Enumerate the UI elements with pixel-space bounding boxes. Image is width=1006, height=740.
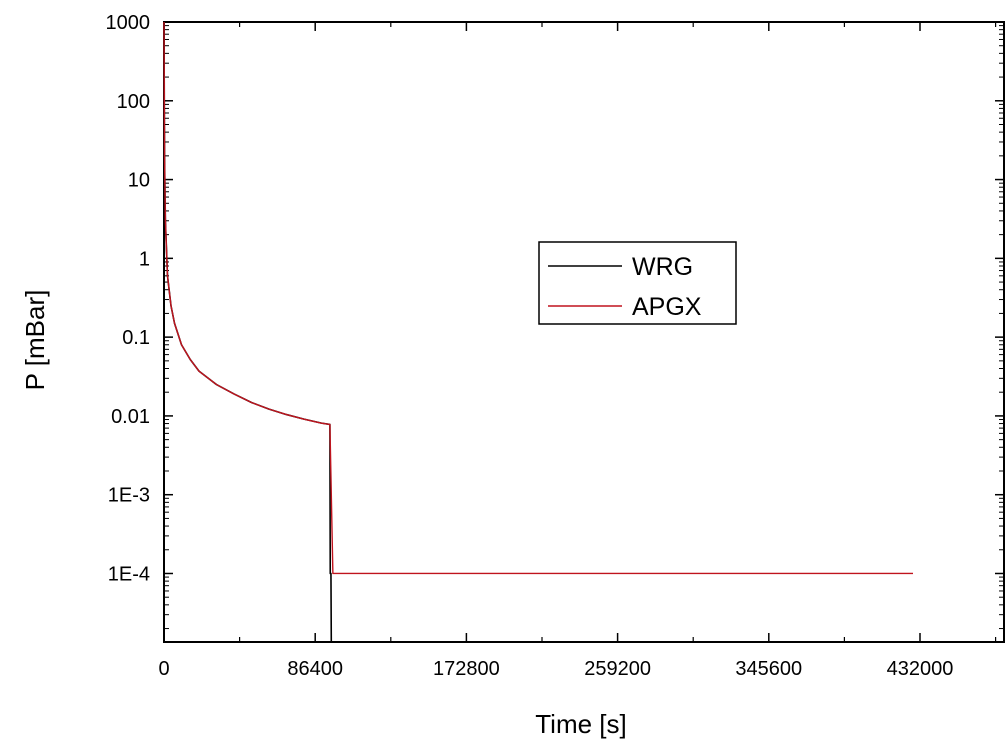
y-axis-title: P [mBar] <box>20 290 50 391</box>
x-axis: 0 86400 172800 259200 345600 432000 <box>158 22 997 680</box>
y-axis: 1000 100 10 1 0.1 0.01 1E-3 1E-4 <box>106 12 1004 630</box>
x-tick-label: 432000 <box>887 658 954 680</box>
y-tick-label: 10 <box>128 170 150 192</box>
y-tick-label: 1E-4 <box>108 563 150 585</box>
y-tick-label: 1E-3 <box>108 485 150 507</box>
y-tick-label: 0.1 <box>122 327 150 349</box>
x-tick-label: 345600 <box>735 658 802 680</box>
plot-border <box>163 21 1005 643</box>
legend-box <box>538 241 737 325</box>
series-line-apgx <box>163 21 913 575</box>
x-tick-label: 0 <box>158 658 169 680</box>
x-tick-label: 259200 <box>584 658 651 680</box>
plot-frame <box>163 21 1005 643</box>
y-tick-label: 1000 <box>106 12 151 34</box>
y-tick-label: 0.01 <box>111 406 150 428</box>
y-tick-label: 1 <box>139 248 150 270</box>
legend-label-apgx: APGX <box>632 293 702 321</box>
x-axis-title: Time [s] <box>535 709 626 739</box>
legend-label-wrg: WRG <box>632 253 693 281</box>
series-layer <box>163 21 913 643</box>
x-tick-label: 172800 <box>433 658 500 680</box>
x-tick-label: 86400 <box>287 658 343 680</box>
y-tick-label: 100 <box>117 91 150 113</box>
legend: WRG APGX <box>538 241 737 325</box>
